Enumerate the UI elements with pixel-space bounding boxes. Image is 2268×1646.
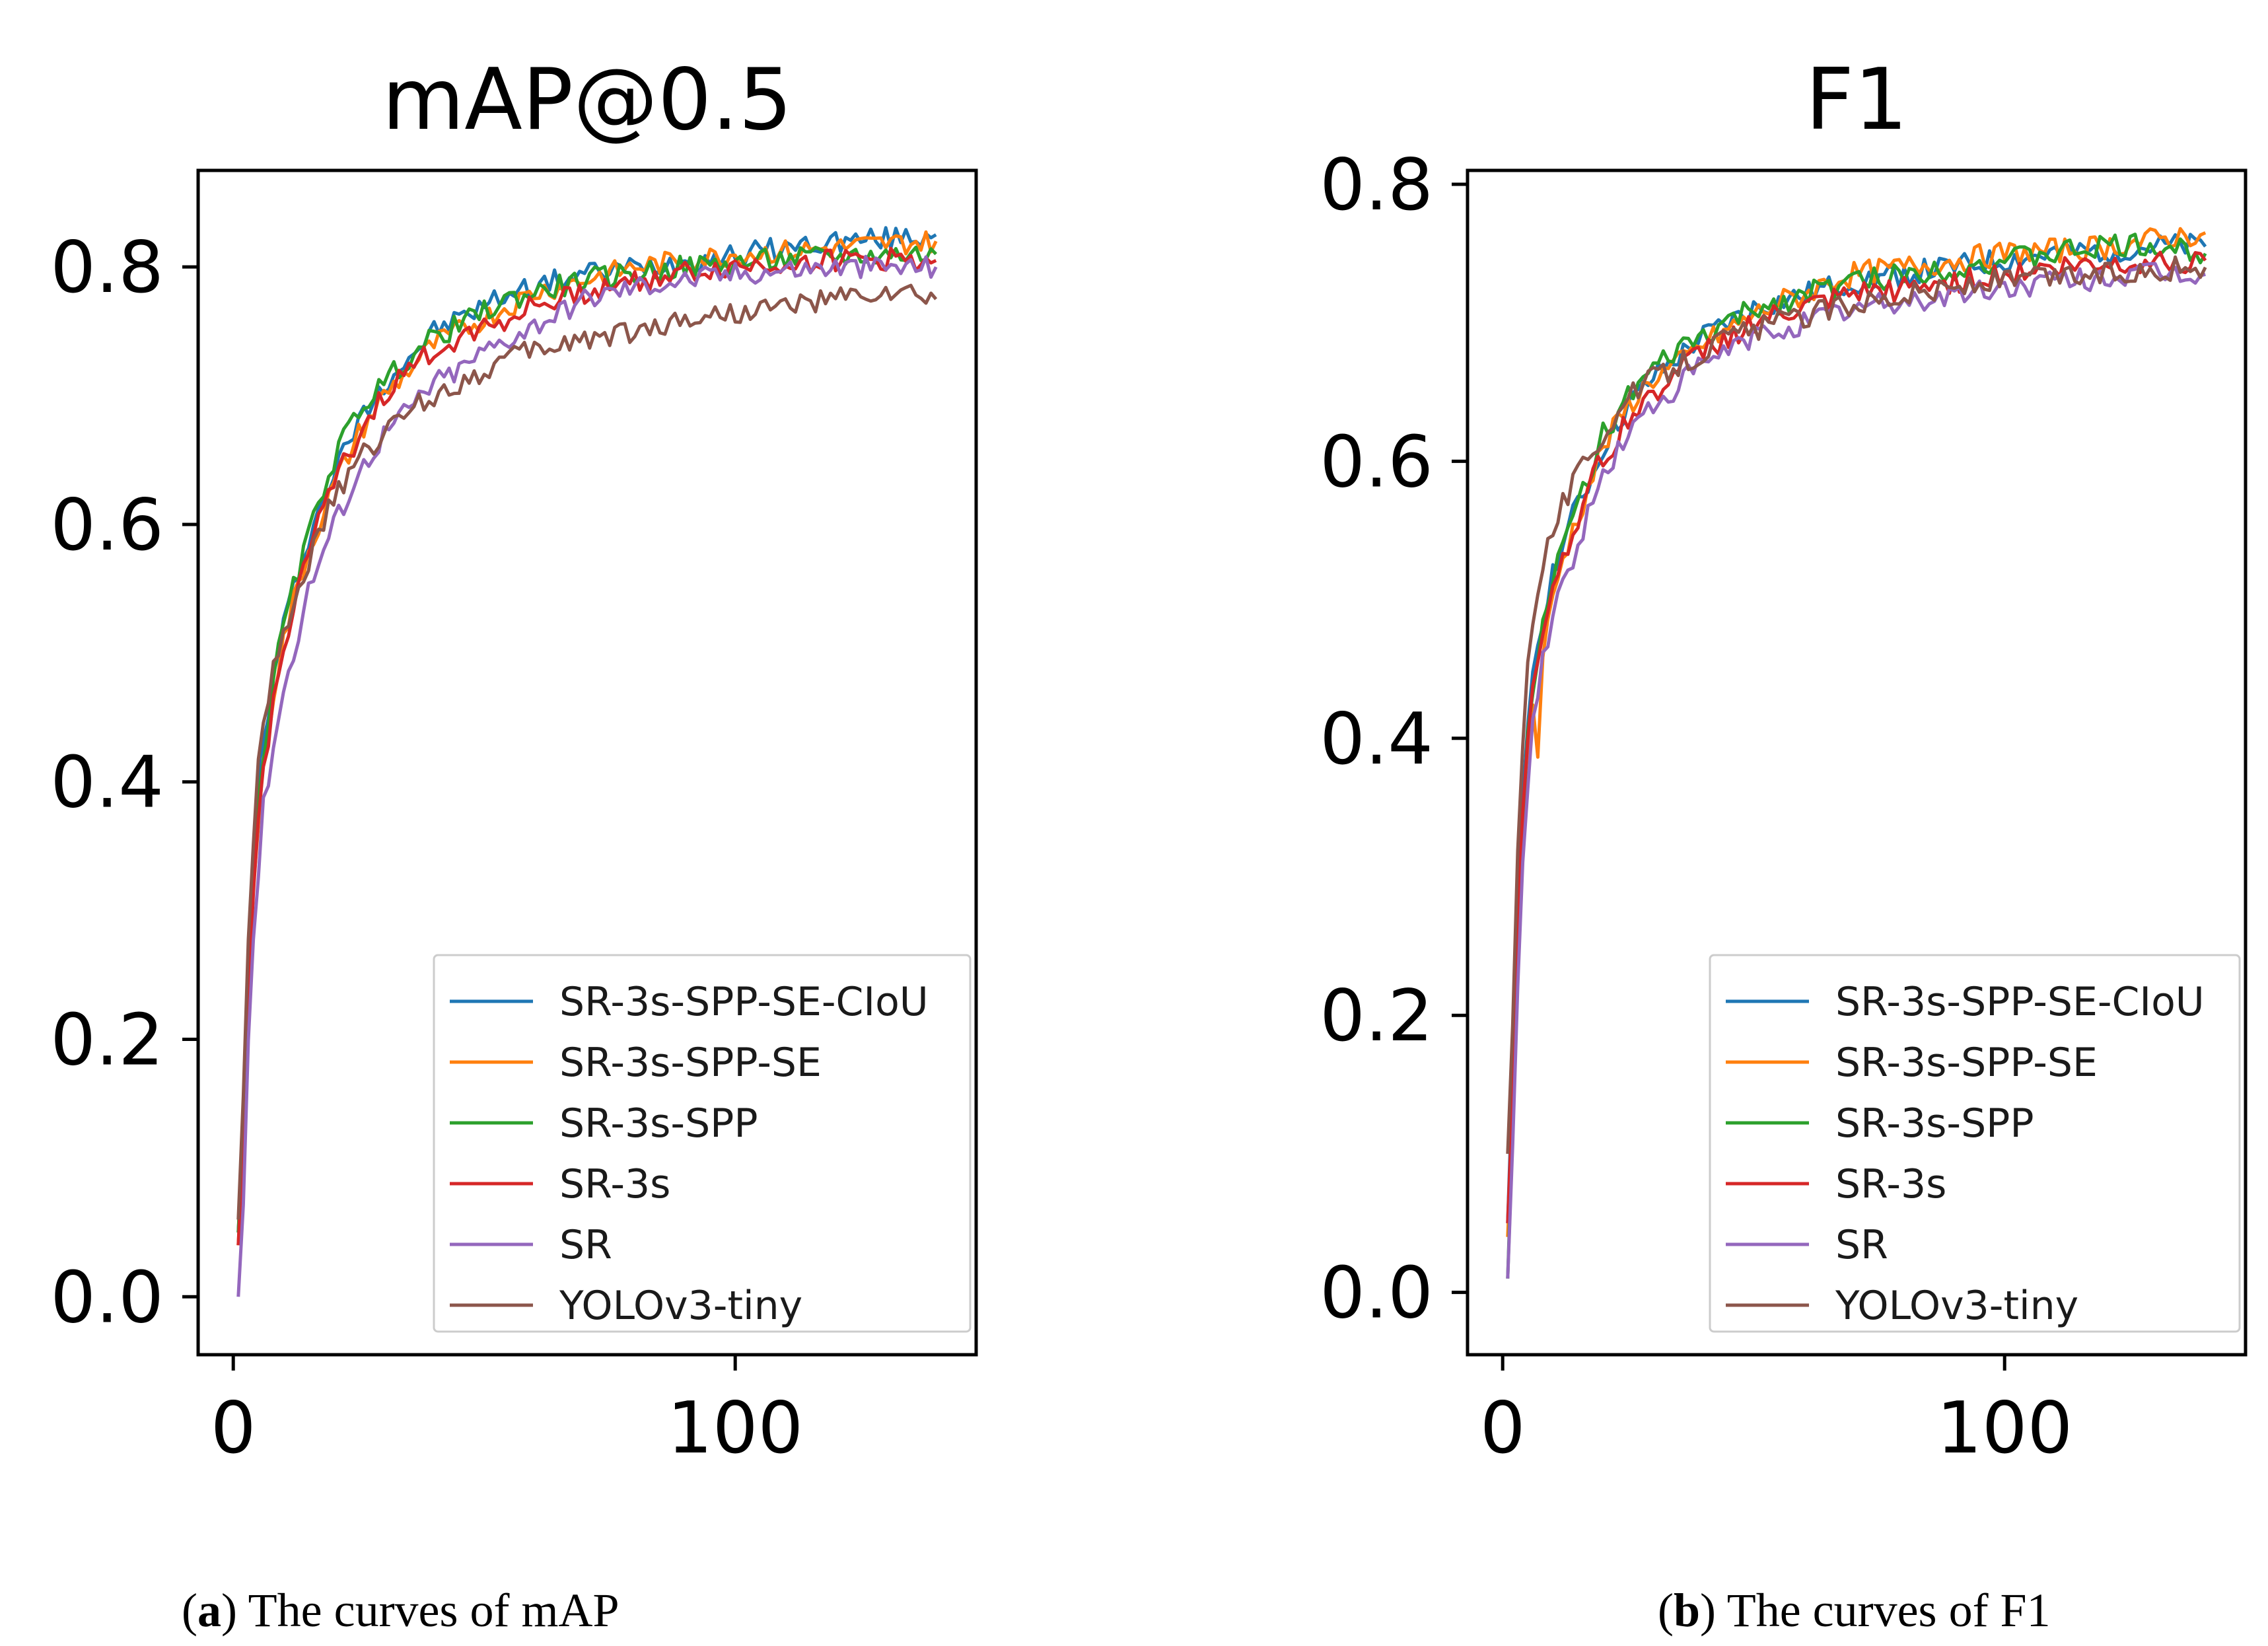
legend-label: SR <box>559 1222 612 1268</box>
caption-a: (a) The curves of mAP <box>182 1584 620 1637</box>
legend-label: YOLOv3-tiny <box>559 1283 802 1329</box>
y-tick-label: 0.4 <box>1320 698 1433 781</box>
chart-title: F1 <box>1805 51 1907 149</box>
legend-box <box>433 954 972 1333</box>
series-line-yolov3-tiny <box>236 283 938 1220</box>
y-tick-label: 0.8 <box>1320 144 1433 227</box>
chart-title: mAP@0.5 <box>382 51 793 149</box>
x-tick-label: 100 <box>1936 1387 2073 1470</box>
series-line-sr-3s-spp-se <box>1506 227 2207 1237</box>
series-line-yolov3-tiny <box>1506 255 2207 1154</box>
series-line-sr-3s-spp <box>236 245 938 1233</box>
legend: SR-3s-SPP-SE-CIoU SR-3s-SPP-SE SR-3s-SPP SR… <box>433 954 972 1333</box>
series-group <box>1506 227 2207 1279</box>
chart-f1: F10.00.20.40.60.80 100SR-3s-SPP-SE-CIoUSR… <box>1320 51 2248 1470</box>
y-tick-label: 0.0 <box>50 1256 164 1339</box>
legend: SR-3s-SPP-SE-CIoU SR-3s-SPP-SE SR-3s-SPP SR… <box>1709 954 2241 1333</box>
series-line-sr-3s <box>1506 250 2207 1223</box>
caption-a-label: a <box>197 1584 221 1637</box>
legend-label: SR-3s-SPP <box>559 1100 758 1147</box>
y-tick-label: 0.6 <box>50 484 164 567</box>
legend-label: SR-3s-SPP-SE <box>559 1040 822 1086</box>
y-tick-label: 0.4 <box>50 742 164 824</box>
x-tick-label: 100 <box>667 1387 803 1470</box>
caption-a-text: The curves of mAP <box>237 1584 620 1637</box>
legend-label: SR-3s-SPP <box>1835 1100 2034 1147</box>
caption-b-label: b <box>1674 1584 1700 1637</box>
plot-frame <box>196 168 978 1357</box>
caption-b-text: The curves of F1 <box>1716 1584 2051 1637</box>
y-tick-label: 0.8 <box>50 227 164 309</box>
legend-label: SR-3s-SPP-SE-CIoU <box>559 979 929 1025</box>
series-line-sr-3s-spp <box>1506 233 2207 1279</box>
legend-label: SR-3s-SPP-SE-CIoU <box>1835 979 2205 1025</box>
y-tick-label: 0.2 <box>50 999 164 1082</box>
plot-frame <box>1466 168 2248 1357</box>
legend-label: YOLOv3-tiny <box>1835 1283 2078 1329</box>
y-tick-label: 0.2 <box>1320 975 1433 1057</box>
y-tick-label: 0.6 <box>1320 421 1433 503</box>
y-tick-label: 0.0 <box>1320 1252 1433 1335</box>
x-tick-label: 0 <box>211 1387 256 1470</box>
legend-label: SR-3s-SPP-SE <box>1835 1040 2098 1086</box>
legend-label: SR <box>1835 1222 1888 1268</box>
caption-b: (b) The curves of F1 <box>1658 1584 2051 1637</box>
legend-label: SR-3s <box>559 1161 670 1207</box>
series-group <box>236 226 938 1297</box>
legend-box <box>1709 954 2241 1333</box>
chart-map: mAP@0.5 0.0 0.2 0.4 0.6 0.8 0 100 SR-3s-SPP-SE-C… <box>50 51 978 1470</box>
x-tick-label: 0 <box>1480 1387 1526 1470</box>
series-line-sr <box>236 254 938 1297</box>
legend-label: SR-3s <box>1835 1161 1946 1207</box>
